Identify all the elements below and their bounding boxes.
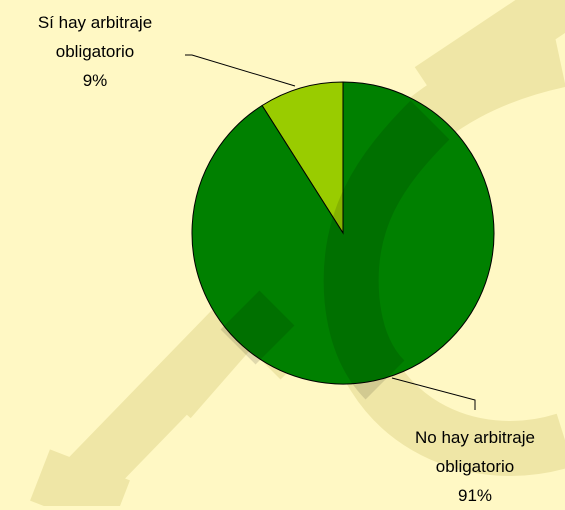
watermark-stroke bbox=[220, 290, 295, 365]
slice-name: No hay arbitraje obligatorio bbox=[414, 428, 535, 476]
leader-line bbox=[185, 54, 296, 87]
watermark-stroke bbox=[323, 100, 450, 400]
watermark-stroke bbox=[30, 449, 130, 506]
slice-value: 9% bbox=[82, 71, 108, 90]
pie-slice bbox=[191, 81, 495, 385]
pie-slice bbox=[261, 81, 344, 235]
watermark-overlay bbox=[220, 100, 450, 400]
slice-value: 91% bbox=[457, 486, 493, 505]
slice-label: No hay arbitraje obligatorio 91% bbox=[385, 423, 565, 510]
slice-label: Sí hay arbitraje obligatorio 9% bbox=[5, 8, 185, 95]
pie bbox=[191, 81, 495, 385]
leader-line bbox=[391, 377, 476, 410]
slice-name: Sí hay arbitraje obligatorio bbox=[37, 13, 153, 61]
